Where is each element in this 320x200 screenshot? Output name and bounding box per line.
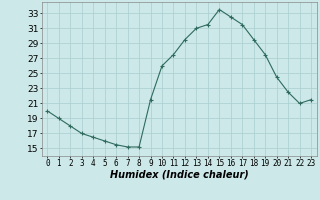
X-axis label: Humidex (Indice chaleur): Humidex (Indice chaleur) (110, 169, 249, 179)
